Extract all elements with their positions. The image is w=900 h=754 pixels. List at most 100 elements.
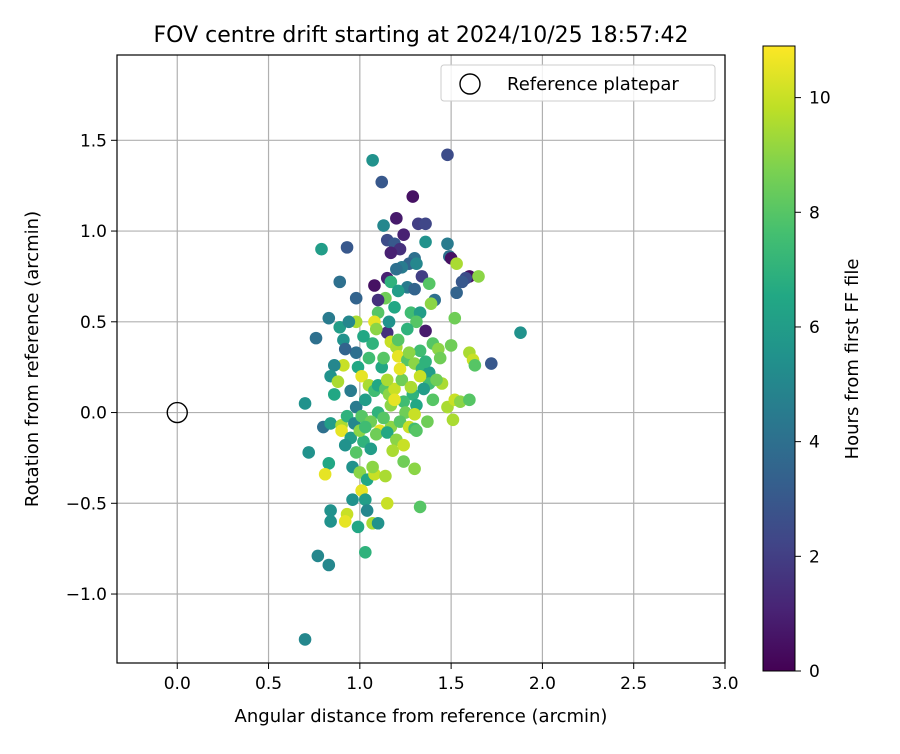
data-point-19 [384,246,398,260]
data-point-179 [430,373,443,387]
colorbar-tick-label-5: 10 [809,89,831,109]
x-tick-label-3: 1.5 [438,674,465,694]
data-point-49 [401,322,414,336]
reference-marker-group [166,401,188,424]
data-point-136 [386,444,399,457]
data-point-175 [369,322,383,336]
x-tick-label-0: 0.0 [164,674,191,694]
data-point-120 [393,415,407,428]
grid [117,55,726,663]
data-point-125 [335,424,348,437]
data-point-102 [349,400,363,414]
colorbar-tick-label-4: 8 [809,203,820,223]
data-point-171 [377,351,390,365]
legend-frame [440,64,716,102]
data-point-173 [357,330,370,343]
data-point-147 [318,467,332,481]
data-point-129 [380,426,394,439]
data-point-64 [484,357,498,370]
data-point-32 [384,275,398,289]
data-point-21 [410,257,423,271]
data-point-183 [377,411,390,425]
data-point-182 [388,393,401,407]
data-point-150 [359,493,372,506]
data-point-94 [417,382,431,396]
data-point-12 [419,235,432,249]
data-point-79 [433,351,447,365]
data-point-152 [413,500,427,514]
data-point-82 [337,359,350,372]
data-point-7 [419,217,432,231]
data-point-163 [322,558,336,572]
chart-title: FOV centre drift starting at 2024/10/25 … [154,23,689,48]
y-axis-ticks: −1.0 −0.5 0.0 0.5 1.0 1.5 [66,131,117,605]
data-point-123 [421,415,434,428]
data-point-168 [380,373,394,387]
data-point-157 [324,515,337,528]
data-point-99 [463,393,476,407]
data-point-100 [327,388,341,401]
data-point-110 [298,397,312,410]
data-point-162 [311,549,325,563]
data-point-1 [366,153,379,167]
data-point-135 [364,442,378,456]
data-point-35 [408,282,421,296]
colorbar-tick-label-3: 6 [809,318,820,338]
data-point-3 [406,190,420,203]
data-point-2 [375,175,389,189]
data-point-5 [390,212,403,225]
data-point-132 [410,424,423,437]
data-point-85 [355,369,368,383]
y-tick-label-4: 1.0 [80,222,107,242]
data-point-91 [388,382,401,396]
data-point-15 [441,237,454,251]
data-point-48 [410,315,423,329]
data-point-101 [331,375,345,388]
data-point-161 [359,545,372,559]
data-point-160 [371,516,385,530]
colorbar-label: Hours from first FF file [842,259,863,460]
data-point-27 [472,270,485,283]
data-point-169 [393,362,407,376]
y-tick-label-2: 0.0 [80,404,107,424]
data-point-139 [302,446,316,459]
data-point-159 [351,520,365,534]
y-tick-label-1: −0.5 [66,494,107,514]
data-point-176 [382,315,396,329]
data-point-56 [333,320,347,334]
colorbar-tick-label-2: 4 [809,433,820,453]
data-point-57 [342,315,356,329]
data-point-24 [450,257,463,271]
reference-platepar-marker [166,401,188,424]
data-point-95 [426,393,440,407]
data-point-0 [441,148,454,162]
y-tick-label-0: −1.0 [66,585,107,605]
legend-entry-reference-platepar: Reference platepar [507,74,679,95]
data-point-69 [338,342,352,356]
data-point-124 [446,413,460,427]
x-tick-label-2: 1.0 [346,674,373,694]
data-point-140 [322,457,336,470]
data-point-83 [327,359,341,372]
data-point-128 [369,428,383,441]
colorbar-tick-label-0: 0 [809,662,820,682]
data-point-164 [298,633,312,646]
legend-reference-marker [459,73,481,95]
data-point-131 [397,438,410,452]
data-point-51 [448,311,462,325]
x-tick-label-6: 3.0 [711,674,738,694]
data-point-156 [338,515,352,528]
y-axis-label: Rotation from reference (arcmin) [22,211,43,507]
data-point-46 [404,306,418,320]
data-point-184 [359,420,372,434]
data-point-36 [391,284,405,298]
data-point-134 [349,446,363,459]
data-point-44 [388,300,401,314]
legend: Reference platepar [440,64,716,102]
data-point-4 [377,219,390,232]
data-point-137 [397,455,410,468]
x-tick-label-5: 2.5 [620,674,647,694]
data-point-133 [338,438,352,452]
data-point-109 [408,408,421,421]
